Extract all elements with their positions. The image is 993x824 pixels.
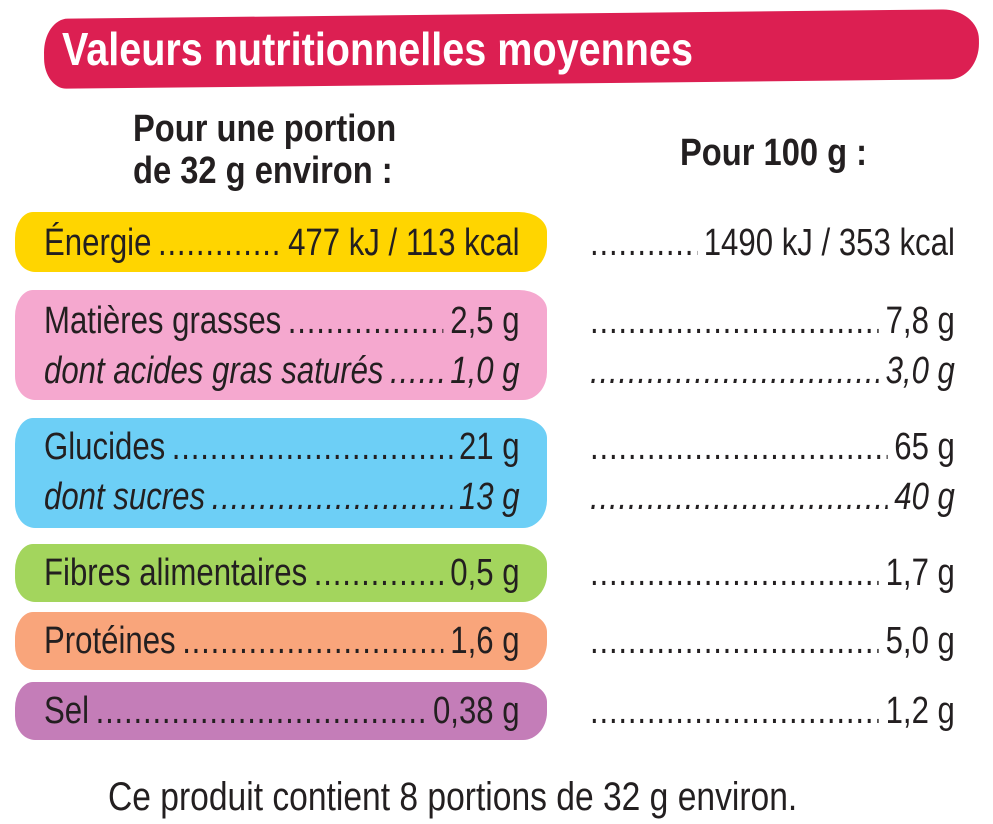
row-energie-100g: 1490 kJ / 353 kcal xyxy=(590,218,955,268)
row-sucres-portion: dont sucres 13 g xyxy=(44,472,520,522)
per100-value: 1,2 g xyxy=(885,690,955,732)
row-energie-portion: Énergie 477 kJ / 113 kcal xyxy=(44,218,520,268)
leader-dots xyxy=(590,218,697,268)
row-glucides-100g: 65 g xyxy=(590,422,955,472)
leader-dots xyxy=(590,548,879,598)
nutrient-label: Matières grasses xyxy=(44,300,282,342)
per100-value: 7,8 g xyxy=(885,300,955,342)
per100-value: 3,0 g xyxy=(885,350,955,392)
row-fibres-100g: 1,7 g xyxy=(590,548,955,598)
nutrient-label: Énergie xyxy=(44,222,152,264)
leader-dots xyxy=(590,422,888,472)
portion-value: 477 kJ / 113 kcal xyxy=(288,222,520,264)
portion-header: Pour une portion de 32 g environ : xyxy=(133,108,396,192)
leader-dots xyxy=(96,686,427,736)
row-sel-portion: Sel 0,38 g xyxy=(44,686,520,736)
nutrient-label: Fibres alimentaires xyxy=(44,552,308,594)
portion-value: 1,0 g xyxy=(450,350,520,392)
leader-dots xyxy=(172,422,453,472)
row-satures-100g: 3,0 g xyxy=(590,346,955,396)
leader-dots xyxy=(182,616,444,666)
row-sucres-100g: 40 g xyxy=(590,472,955,522)
row-glucides-portion: Glucides 21 g xyxy=(44,422,520,472)
nutrient-label: Protéines xyxy=(44,620,176,662)
row-sel-100g: 1,2 g xyxy=(590,686,955,736)
portion-value: 0,5 g xyxy=(450,552,520,594)
row-proteines-100g: 5,0 g xyxy=(590,616,955,666)
row-proteines-portion: Protéines 1,6 g xyxy=(44,616,520,666)
nutrient-label: dont sucres xyxy=(44,476,206,518)
portion-header-line2: de 32 g environ : xyxy=(133,150,393,192)
portion-header-line1: Pour une portion xyxy=(133,108,397,150)
per100-value: 40 g xyxy=(894,476,955,518)
leader-dots xyxy=(158,218,282,268)
portion-value: 2,5 g xyxy=(450,300,520,342)
portion-value: 21 g xyxy=(458,426,520,468)
per100-value: 1490 kJ / 353 kcal xyxy=(703,222,955,264)
leader-dots xyxy=(590,296,879,346)
portion-value: 1,6 g xyxy=(450,620,520,662)
row-fibres-portion: Fibres alimentaires 0,5 g xyxy=(44,548,520,598)
nutrient-label: Glucides xyxy=(44,426,166,468)
portions-footnote: Ce produit contient 8 portions de 32 g e… xyxy=(108,775,798,819)
band-matieres-grasses xyxy=(15,290,547,400)
leader-dots xyxy=(590,616,879,666)
row-matieres-grasses-100g: 7,8 g xyxy=(590,296,955,346)
portion-value: 0,38 g xyxy=(432,690,520,732)
per100-header: Pour 100 g : xyxy=(680,132,868,174)
nutrient-label: Sel xyxy=(44,690,90,732)
leader-dots xyxy=(590,346,879,396)
page-title: Valeurs nutritionnelles moyennes xyxy=(62,23,693,75)
leader-dots xyxy=(288,296,444,346)
leader-dots xyxy=(314,548,444,598)
per100-value: 65 g xyxy=(894,426,955,468)
per100-value: 5,0 g xyxy=(885,620,955,662)
leader-dots xyxy=(390,346,444,396)
leader-dots xyxy=(590,472,888,522)
band-fibres xyxy=(15,544,547,602)
nutrient-label: dont acides gras saturés xyxy=(44,350,384,392)
leader-dots xyxy=(212,472,453,522)
row-matieres-grasses-portion: Matières grasses 2,5 g xyxy=(44,296,520,346)
per100-value: 1,7 g xyxy=(885,552,955,594)
row-satures-portion: dont acides gras saturés 1,0 g xyxy=(44,346,520,396)
portion-value: 13 g xyxy=(458,476,520,518)
leader-dots xyxy=(590,686,879,736)
